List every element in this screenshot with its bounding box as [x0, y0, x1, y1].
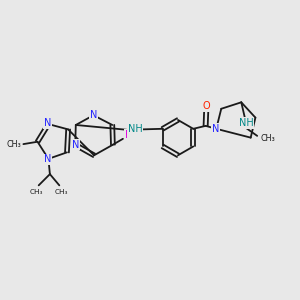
- Text: N: N: [90, 110, 97, 120]
- Text: N: N: [71, 140, 79, 150]
- Text: N: N: [44, 118, 52, 128]
- Text: N: N: [212, 124, 219, 134]
- Text: CH₃: CH₃: [7, 140, 21, 148]
- Text: CH₃: CH₃: [30, 190, 43, 196]
- Text: F: F: [125, 130, 130, 140]
- Text: NH: NH: [238, 118, 253, 128]
- Text: CH₃: CH₃: [260, 134, 275, 143]
- Text: NH: NH: [128, 124, 143, 134]
- Text: N: N: [44, 154, 52, 164]
- Text: CH₃: CH₃: [54, 190, 68, 196]
- Text: O: O: [202, 101, 210, 111]
